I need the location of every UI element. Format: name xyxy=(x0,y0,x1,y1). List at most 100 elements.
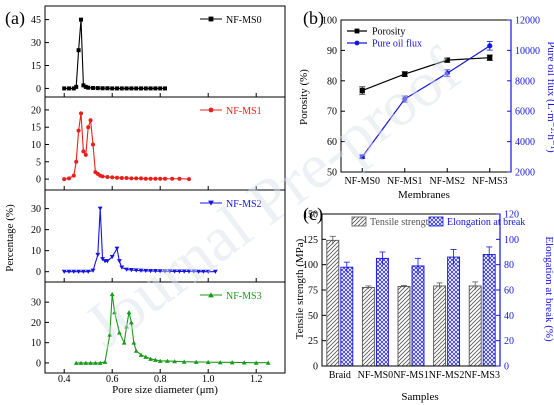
bar xyxy=(326,239,340,367)
data-point xyxy=(78,360,84,365)
y-tick-label: 30 xyxy=(31,38,41,49)
data-point xyxy=(177,176,182,181)
y-tick-label: 45 xyxy=(31,15,41,26)
data-point xyxy=(148,176,153,181)
data-point xyxy=(444,57,450,63)
y-tick-label: 60 xyxy=(327,137,337,148)
data-point xyxy=(487,55,493,61)
y-tick-label: 15 xyxy=(31,61,41,72)
legend-label: NF-MS3 xyxy=(226,291,262,302)
legend-label: NF-MS2 xyxy=(226,199,262,210)
data-point xyxy=(133,348,139,353)
legend-swatch xyxy=(428,216,444,227)
data-point xyxy=(124,86,129,91)
data-point xyxy=(79,17,83,22)
data-point xyxy=(129,176,134,181)
y-tick-label: 75 xyxy=(308,286,318,297)
data-point xyxy=(119,176,124,181)
right-y-tick-label: 60 xyxy=(504,286,514,297)
y-tick-label: 100 xyxy=(322,16,337,27)
bar xyxy=(397,286,411,367)
data-point xyxy=(158,176,163,181)
data-point xyxy=(241,360,247,365)
data-point xyxy=(88,360,93,365)
bar xyxy=(468,285,482,367)
right-y-tick-label: 100 xyxy=(504,235,519,246)
data-point xyxy=(172,359,177,364)
series-pure-oil-flux: Pure oil flux xyxy=(347,39,493,160)
data-point xyxy=(95,252,101,258)
data-point xyxy=(110,86,115,91)
data-point xyxy=(163,86,167,91)
data-point xyxy=(143,86,148,91)
y-tick-label: 10 xyxy=(31,246,41,257)
y-tick-label: 0 xyxy=(36,84,41,95)
y-tick-label: 10 xyxy=(31,338,41,349)
panel-b-porosity-flux: (b) Porosity (%) Pure oil flux (L·m⁻²·h⁻… xyxy=(298,8,554,201)
data-point xyxy=(76,128,81,133)
bar xyxy=(375,257,389,367)
y-tick-label: 0 xyxy=(36,358,41,369)
data-point xyxy=(105,259,110,264)
data-point xyxy=(74,159,79,164)
data-point xyxy=(143,176,148,181)
data-point xyxy=(110,175,115,180)
data-point xyxy=(124,324,129,329)
data-point xyxy=(115,175,119,180)
x-tick-label: NF-MS3 xyxy=(464,370,500,381)
series-tensile-strength: Tensile strength xyxy=(326,216,482,367)
panel-a-x-axis-label: Pore size diameter (μm) xyxy=(112,384,218,396)
data-point xyxy=(181,359,187,364)
data-point xyxy=(119,86,124,91)
y-tick-label: 100 xyxy=(303,260,318,271)
data-point xyxy=(157,358,163,363)
data-point xyxy=(119,265,125,270)
data-point xyxy=(121,340,127,345)
data-point xyxy=(205,359,211,365)
data-point xyxy=(143,354,149,359)
data-point xyxy=(177,269,182,274)
data-point xyxy=(83,84,88,89)
data-point xyxy=(193,359,199,364)
x-tick-label: NF-MS1 xyxy=(393,370,429,381)
data-point xyxy=(138,268,144,273)
x-tick-label: Braid xyxy=(329,370,351,381)
panel-c-label: (c) xyxy=(303,204,323,225)
series-line xyxy=(64,19,165,89)
data-point xyxy=(73,360,79,365)
y-tick-label: 0 xyxy=(313,362,318,373)
data-point xyxy=(102,359,108,364)
x-tick-label: 0.4 xyxy=(58,374,71,385)
data-point xyxy=(131,340,137,345)
y-tick-label: 70 xyxy=(327,107,337,118)
data-point xyxy=(402,71,408,77)
data-point xyxy=(402,96,408,102)
data-point xyxy=(61,269,67,274)
data-point xyxy=(88,118,93,123)
data-point xyxy=(162,269,168,274)
data-point xyxy=(217,360,223,365)
data-point xyxy=(153,357,158,362)
right-y-tick-label: 20 xyxy=(504,336,514,347)
data-point xyxy=(129,268,134,273)
y-tick-label: 125 xyxy=(303,235,318,246)
subplot-nf-ms3: 0 10 20 30 NF-MS3 xyxy=(31,281,286,374)
x-tick-label: NF-MS1 xyxy=(387,176,423,187)
data-point xyxy=(86,85,91,90)
data-point xyxy=(153,269,158,274)
data-point xyxy=(196,269,201,274)
data-point xyxy=(79,111,83,116)
legend-swatch xyxy=(351,216,367,227)
data-point xyxy=(139,176,143,181)
data-point xyxy=(213,269,218,274)
y-tick-label: 20 xyxy=(31,105,41,116)
data-point xyxy=(229,360,235,365)
data-point xyxy=(85,269,91,274)
y-tick-label: 0 xyxy=(36,267,41,278)
data-point xyxy=(172,269,177,274)
data-point xyxy=(100,86,105,91)
data-point xyxy=(165,358,170,363)
data-point xyxy=(265,360,271,365)
panel-a-y-axis-label: Percentage (%) xyxy=(4,204,16,272)
